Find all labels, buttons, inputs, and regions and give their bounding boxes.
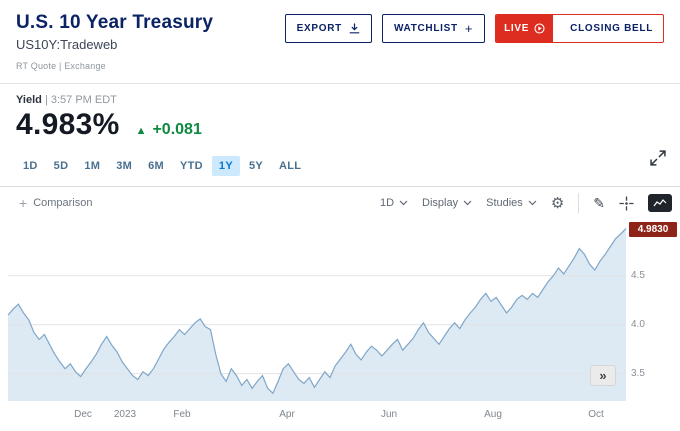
up-arrow-icon: ▲ xyxy=(135,125,147,137)
toolbar-divider xyxy=(578,193,580,213)
play-icon xyxy=(534,23,545,34)
header-divider xyxy=(0,83,680,84)
timestamp: | 3:57 PM EDT xyxy=(44,94,117,106)
chart-style-icon[interactable] xyxy=(648,194,672,212)
range-tab-ytd[interactable]: YTD xyxy=(180,160,203,172)
yield-area-chart[interactable] xyxy=(0,219,680,407)
header-actions: EXPORT WATCHLIST + LIVE CLOSING BELL xyxy=(284,14,664,43)
live-badge: LIVE xyxy=(496,15,554,42)
chart-toolbar: + Comparison 1D Display Studies ⚙ ✎ xyxy=(0,186,680,219)
studies-dropdown[interactable]: Studies xyxy=(486,197,537,209)
current-price: 4.983% xyxy=(16,108,120,141)
export-button[interactable]: EXPORT xyxy=(284,14,372,43)
range-tab-1d[interactable]: 1D xyxy=(23,160,38,172)
comparison-label: Comparison xyxy=(33,197,93,209)
field-label: Yield xyxy=(16,94,42,106)
watchlist-button[interactable]: WATCHLIST + xyxy=(381,14,486,43)
interval-label: 1D xyxy=(379,197,395,209)
last-value-badge: 4.9830 xyxy=(629,222,677,237)
chart-area: 4.5 4.0 3.5 4.9830 » Dec 2023 Feb Apr Ju… xyxy=(0,219,680,426)
symbol-label: US10Y:Tradeweb xyxy=(16,37,118,52)
header: U.S. 10 Year Treasury US10Y:Tradeweb RT … xyxy=(0,0,680,71)
watchlist-label: WATCHLIST xyxy=(393,23,458,34)
range-tab-6m[interactable]: 6M xyxy=(148,160,165,172)
comparison-button[interactable]: + Comparison xyxy=(14,192,98,214)
title-block: U.S. 10 Year Treasury US10Y:Tradeweb RT … xyxy=(16,12,213,71)
chevron-down-icon xyxy=(528,200,537,206)
area-fill xyxy=(8,228,626,401)
price-change: ▲ +0.081 xyxy=(136,121,202,139)
studies-label: Studies xyxy=(486,197,523,209)
yield-line xyxy=(7,228,627,395)
x-axis-label: Jun xyxy=(380,409,398,420)
export-label: EXPORT xyxy=(296,23,342,34)
plus-icon: + xyxy=(19,195,28,211)
y-axis-tick: 4.5 xyxy=(631,270,645,281)
download-icon xyxy=(349,23,360,34)
gear-icon[interactable]: ⚙ xyxy=(550,194,565,212)
range-tab-5d[interactable]: 5D xyxy=(53,160,69,172)
crosshair-icon[interactable] xyxy=(619,196,634,211)
change-value: +0.081 xyxy=(152,121,202,138)
x-axis-label: Dec xyxy=(74,409,92,420)
display-label: Display xyxy=(422,197,459,209)
x-axis: Dec 2023 Feb Apr Jun Aug Oct xyxy=(0,407,680,425)
collapse-drawer-button[interactable]: » xyxy=(590,365,616,386)
x-axis-label: Aug xyxy=(484,409,502,420)
expand-chart-icon[interactable] xyxy=(650,150,666,166)
x-axis-label: 2023 xyxy=(113,409,137,420)
toolbar-controls: 1D Display Studies ⚙ ✎ xyxy=(380,193,672,213)
closing-bell-label: CLOSING BELL xyxy=(570,23,653,34)
x-axis-label: Apr xyxy=(279,409,295,420)
price-row: 4.983% ▲ +0.081 xyxy=(16,108,664,142)
quote-meta: Yield | 3:57 PM EDT xyxy=(16,94,664,106)
display-dropdown[interactable]: Display xyxy=(422,197,472,209)
y-axis-tick: 4.0 xyxy=(631,319,645,330)
range-tabs: 1D 5D 1M 3M 6M YTD 1Y 5Y ALL xyxy=(0,142,680,182)
chevron-down-icon xyxy=(463,200,472,206)
range-tab-all[interactable]: ALL xyxy=(279,160,302,172)
range-tab-1m[interactable]: 1M xyxy=(84,160,101,172)
live-label: LIVE xyxy=(504,23,530,34)
range-tab-1y[interactable]: 1Y xyxy=(211,156,240,176)
quote-source-label: RT Quote | Exchange xyxy=(16,61,106,71)
x-axis-label: Oct xyxy=(588,409,604,420)
page-title: U.S. 10 Year Treasury xyxy=(16,12,214,33)
quote-section: Yield | 3:57 PM EDT 4.983% ▲ +0.081 xyxy=(0,84,680,142)
y-axis-tick: 3.5 xyxy=(631,368,645,379)
live-closing-bell-button[interactable]: LIVE CLOSING BELL xyxy=(495,14,664,43)
range-tab-3m[interactable]: 3M xyxy=(116,160,133,172)
range-tab-5y[interactable]: 5Y xyxy=(248,160,264,172)
x-axis-label: Feb xyxy=(173,409,191,420)
interval-dropdown[interactable]: 1D xyxy=(380,197,408,209)
plus-icon: + xyxy=(464,20,474,36)
draw-pencil-icon[interactable]: ✎ xyxy=(593,195,605,211)
chevron-down-icon xyxy=(399,200,408,206)
